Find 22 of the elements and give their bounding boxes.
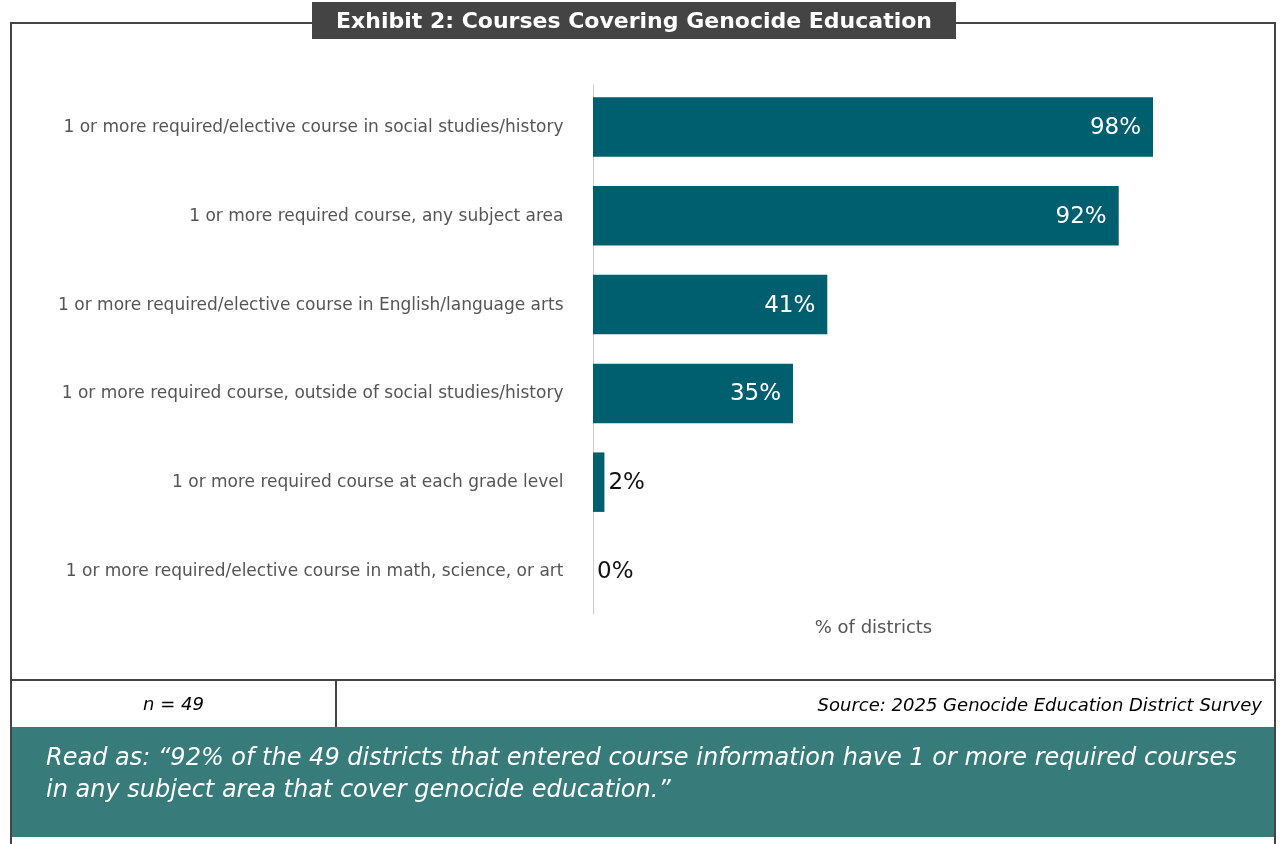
bar: [593, 452, 605, 512]
y-tick-label: 1 or more required/elective course in English/language arts: [58, 293, 564, 314]
y-tick-label: 1 or more required/elective course in social studies/history: [63, 116, 564, 137]
data-label: 0%: [597, 556, 634, 583]
bar: [593, 97, 1153, 157]
y-tick-label: 1 or more required course, any subject area: [189, 204, 564, 225]
y-tick-label: 1 or more required course, outside of social studies/history: [61, 382, 564, 403]
data-label: 41%: [764, 290, 816, 317]
bar: [593, 274, 828, 335]
data-label: 92%: [1055, 201, 1107, 228]
x-axis-title: % of districts: [814, 615, 933, 637]
source-note: Source: 2025 Genocide Education District Survey: [816, 693, 1263, 715]
y-tick-label: 1 or more required/elective course in math, science, or art: [65, 559, 564, 580]
data-label: 98%: [1089, 113, 1141, 140]
y-tick-label: 1 or more required course at each grade level: [172, 471, 564, 492]
text: Read as: “92% of the 49 districts that entered course information have 1 or more required courses in any subject area that cover genocide education.”: [12, 727, 1274, 837]
data-label: 35%: [729, 379, 781, 406]
bar: [593, 363, 793, 424]
text: n = 49: [12, 681, 337, 727]
data-label: 2%: [608, 468, 645, 495]
bar: [593, 186, 1119, 246]
chart-title: Exhibit 2: Courses Covering Genocide Education: [312, 2, 956, 39]
